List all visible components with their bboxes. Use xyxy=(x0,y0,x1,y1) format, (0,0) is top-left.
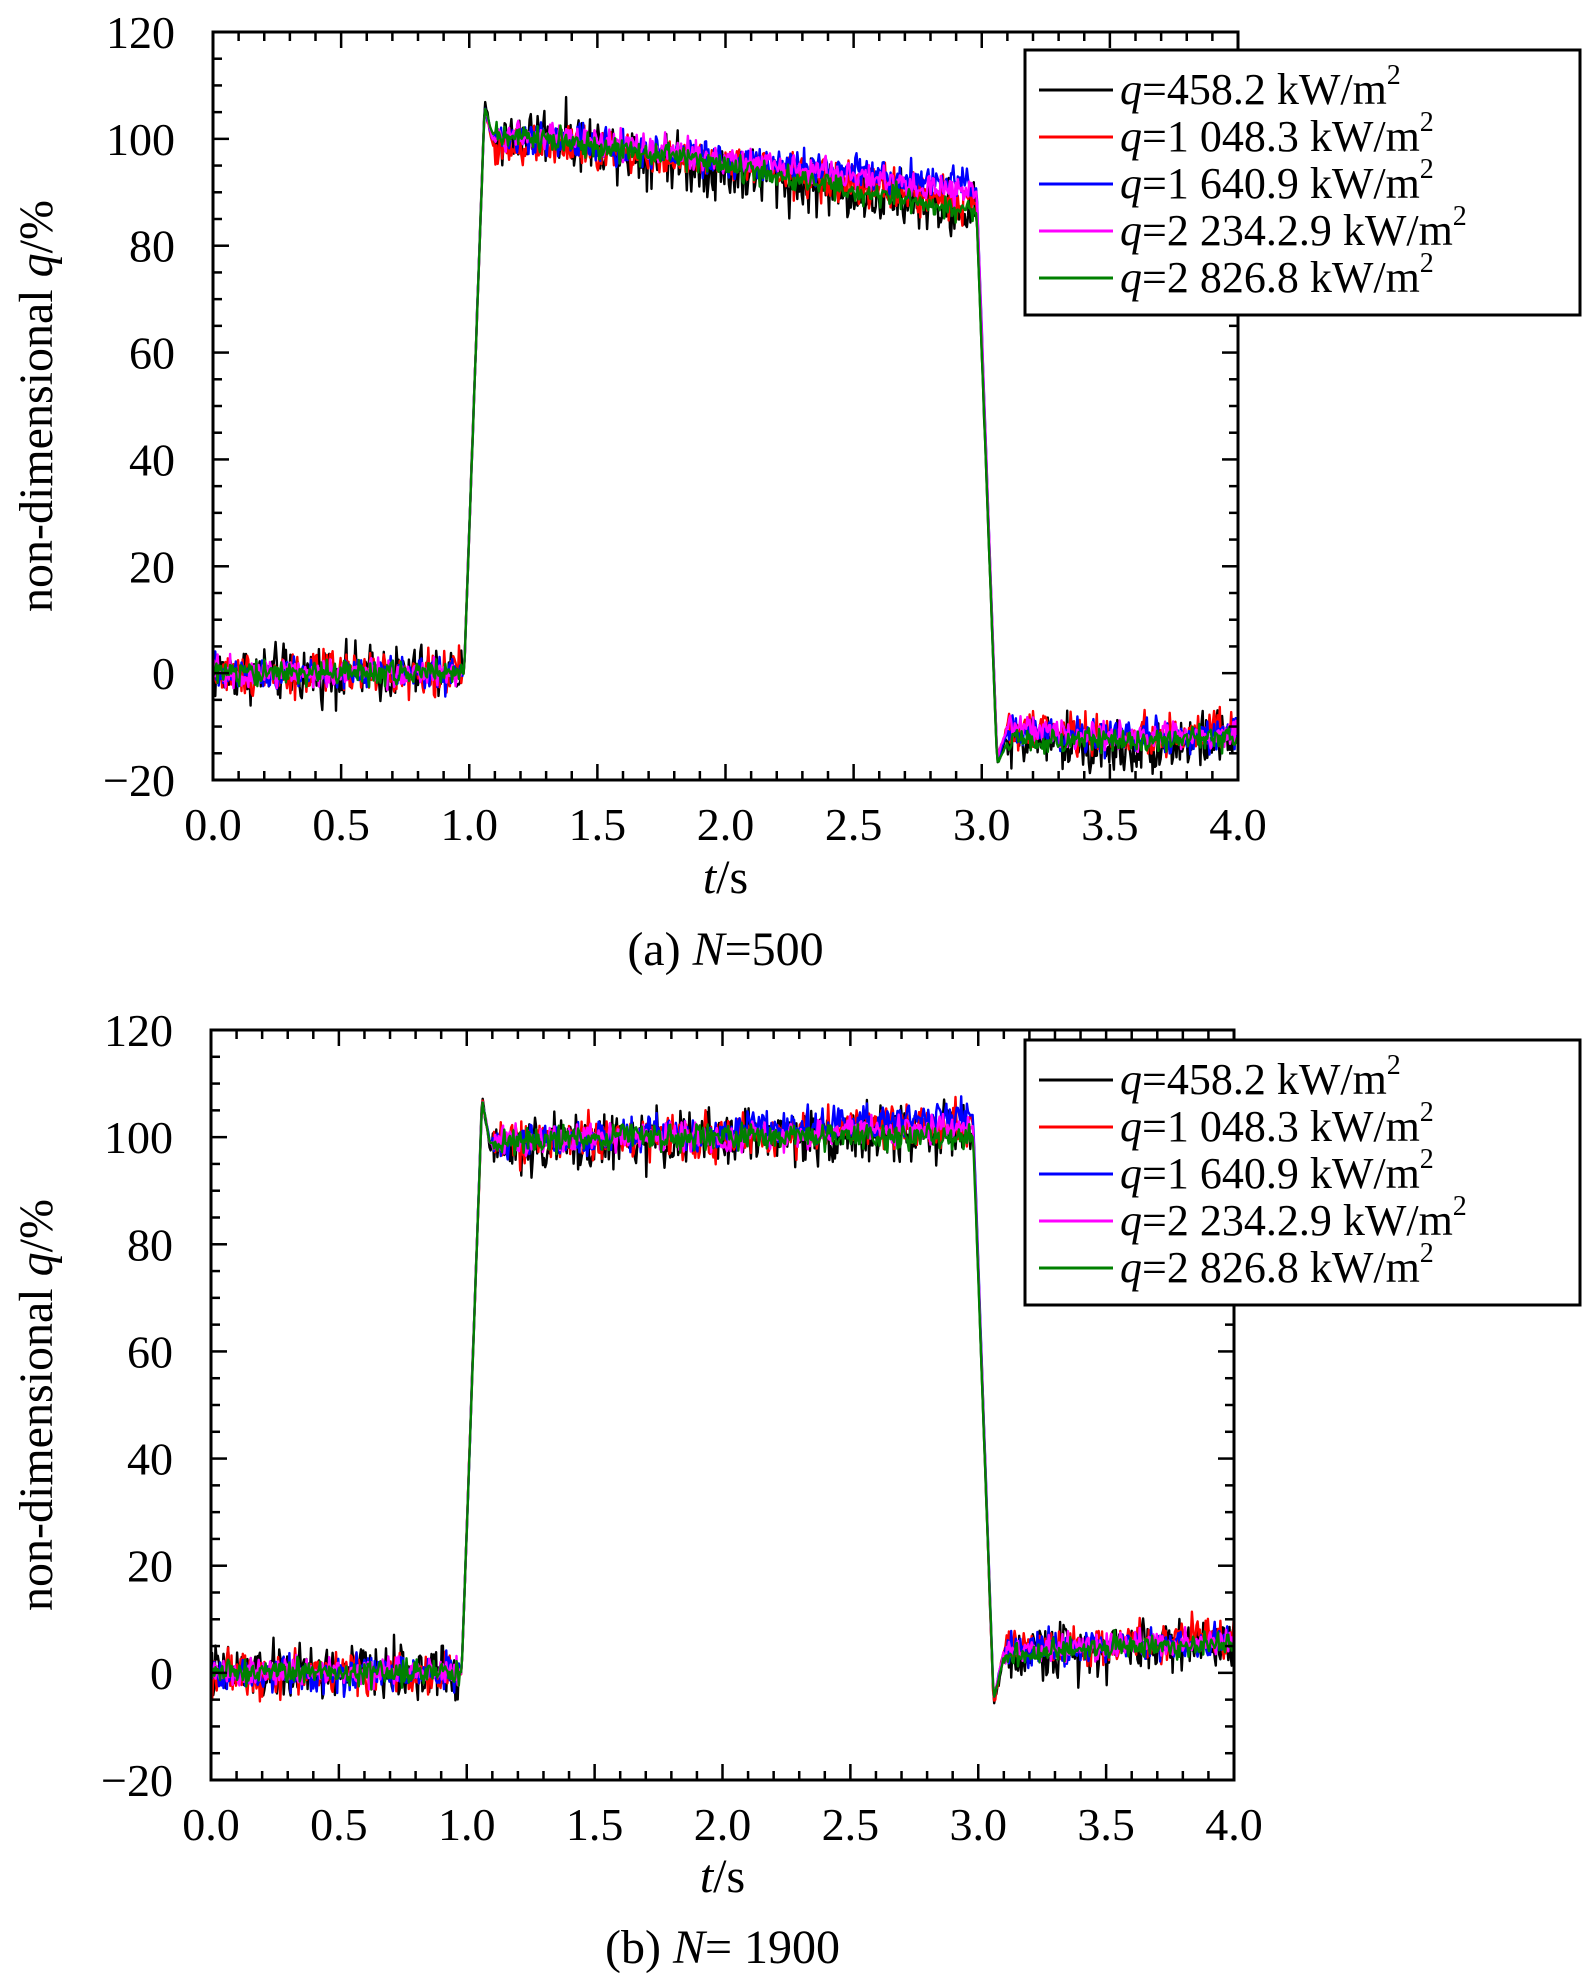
x-tick-label: 0.5 xyxy=(310,1799,368,1850)
series-group xyxy=(211,1095,1234,1705)
y-tick-label: 100 xyxy=(104,1112,173,1163)
x-tick-label: 3.5 xyxy=(1081,799,1139,850)
x-tick-label: 3.0 xyxy=(950,1799,1008,1850)
y-tick-label: 40 xyxy=(129,434,175,485)
x-tick-label: 2.0 xyxy=(694,1799,752,1850)
y-tick-label: 0 xyxy=(152,648,175,699)
y-tick-label: 40 xyxy=(127,1434,173,1485)
legend-entry: q=2 826.8 kW/m2 xyxy=(1120,248,1434,302)
x-tick-label: 1.5 xyxy=(566,1799,624,1850)
y-tick-label: 120 xyxy=(104,1005,173,1056)
x-tick-label: 1.5 xyxy=(569,799,627,850)
y-tick-label: 20 xyxy=(129,541,175,592)
y-tick-label: 120 xyxy=(106,7,175,58)
y-axis-title: non-dimensional q/% xyxy=(10,200,63,612)
x-tick-label: 2.5 xyxy=(822,1799,880,1850)
legend: q=458.2 kW/m2q=1 048.3 kW/m2q=1 640.9 kW… xyxy=(1023,1038,1582,1307)
legend-entry: q=2 234.2.9 kW/m2 xyxy=(1120,201,1467,255)
x-tick-label: 0.0 xyxy=(182,1799,240,1850)
x-tick-label: 4.0 xyxy=(1209,799,1267,850)
x-axis-title: t/s xyxy=(703,851,748,904)
y-tick-label: −20 xyxy=(101,1755,173,1806)
x-tick-label: 3.0 xyxy=(953,799,1011,850)
x-tick-label: 2.0 xyxy=(697,799,755,850)
legend-box xyxy=(1023,48,1582,317)
legend-entry: q=1 048.3 kW/m2 xyxy=(1120,107,1434,161)
series-group xyxy=(213,95,1238,775)
x-axis-title: t/s xyxy=(700,1850,745,1903)
y-tick-label: 60 xyxy=(129,328,175,379)
legend-entry: q=458.2 kW/m2 xyxy=(1120,60,1401,114)
panel-caption: (b) N= 1900 xyxy=(605,1921,840,1974)
y-tick-label: 20 xyxy=(127,1541,173,1592)
legend-entry: q=2 826.8 kW/m2 xyxy=(1120,1238,1434,1292)
x-tick-label: 4.0 xyxy=(1205,1799,1263,1850)
x-tick-label: 1.0 xyxy=(438,1799,496,1850)
x-tick-label: 0.0 xyxy=(184,799,242,850)
y-axis-title: non-dimensional q/% xyxy=(10,1199,63,1611)
series-line-5 xyxy=(211,1101,1234,1698)
legend-entry: q=1 640.9 kW/m2 xyxy=(1120,154,1434,208)
x-tick-label: 1.0 xyxy=(441,799,499,850)
legend: q=458.2 kW/m2q=1 048.3 kW/m2q=1 640.9 kW… xyxy=(1023,48,1582,317)
x-tick-label: 2.5 xyxy=(825,799,883,850)
chart-panel-2: 0.0 0.5 1.0 1.5 2.0 2.5 3.0 3.5 4.0 120 100 80 60 40 2… xyxy=(10,1005,1582,1974)
x-tick-label: 3.5 xyxy=(1077,1799,1135,1850)
y-tick-label: 60 xyxy=(127,1326,173,1377)
legend-entry: q=1 048.3 kW/m2 xyxy=(1120,1097,1434,1151)
y-tick-label: 80 xyxy=(127,1219,173,1270)
x-tick-label: 0.5 xyxy=(312,799,370,850)
legend-box xyxy=(1023,1038,1582,1307)
y-tick-label: 0 xyxy=(150,1648,173,1699)
chart-panel-1: 0.0 0.5 1.0 1.5 2.0 2.5 3.0 3.5 4.0 120 100 80 60 40 2… xyxy=(10,7,1582,976)
y-tick-label: 80 xyxy=(129,221,175,272)
panel-caption: (a) N=500 xyxy=(627,923,823,976)
legend-entry: q=2 234.2.9 kW/m2 xyxy=(1120,1191,1467,1245)
y-tick-label: −20 xyxy=(103,755,175,806)
y-tick-label: 100 xyxy=(106,114,175,165)
legend-entry: q=458.2 kW/m2 xyxy=(1120,1050,1401,1104)
legend-entry: q=1 640.9 kW/m2 xyxy=(1120,1144,1434,1198)
series-line-5 xyxy=(213,107,1238,763)
